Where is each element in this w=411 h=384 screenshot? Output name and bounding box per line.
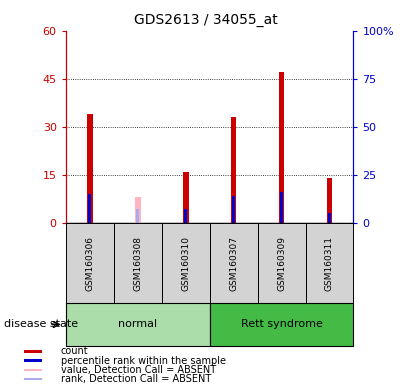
Bar [24, 378, 42, 380]
Text: GSM160310: GSM160310 [181, 235, 190, 291]
Text: GSM160306: GSM160306 [85, 235, 94, 291]
Bar [184, 209, 187, 223]
Text: rank, Detection Call = ABSENT: rank, Detection Call = ABSENT [60, 374, 211, 384]
Bar [136, 209, 139, 223]
Bar [305, 223, 353, 303]
Text: value, Detection Call = ABSENT: value, Detection Call = ABSENT [60, 365, 216, 375]
Bar [114, 223, 162, 303]
Bar [24, 369, 42, 371]
Text: percentile rank within the sample: percentile rank within the sample [60, 356, 226, 366]
Bar [280, 192, 283, 223]
Bar [88, 194, 91, 223]
Text: GSM160309: GSM160309 [277, 235, 286, 291]
Bar [328, 213, 331, 223]
Bar [210, 223, 258, 303]
Bar [24, 359, 42, 362]
Bar [327, 178, 332, 223]
Bar [231, 117, 236, 223]
Bar [258, 223, 305, 303]
Bar [87, 114, 92, 223]
Text: GSM160307: GSM160307 [229, 235, 238, 291]
Bar [232, 196, 235, 223]
Text: count: count [60, 346, 88, 356]
Bar [279, 72, 284, 223]
Text: disease state: disease state [4, 319, 78, 329]
Bar [183, 172, 189, 223]
Text: GDS2613 / 34055_at: GDS2613 / 34055_at [134, 13, 277, 27]
Text: GSM160311: GSM160311 [325, 235, 334, 291]
Text: normal: normal [118, 319, 157, 329]
Bar [66, 303, 210, 346]
Text: GSM160308: GSM160308 [133, 235, 142, 291]
Text: Rett syndrome: Rett syndrome [240, 319, 323, 329]
Bar [24, 350, 42, 353]
Bar [162, 223, 210, 303]
Bar [66, 223, 114, 303]
Bar [210, 303, 353, 346]
Bar [135, 197, 141, 223]
